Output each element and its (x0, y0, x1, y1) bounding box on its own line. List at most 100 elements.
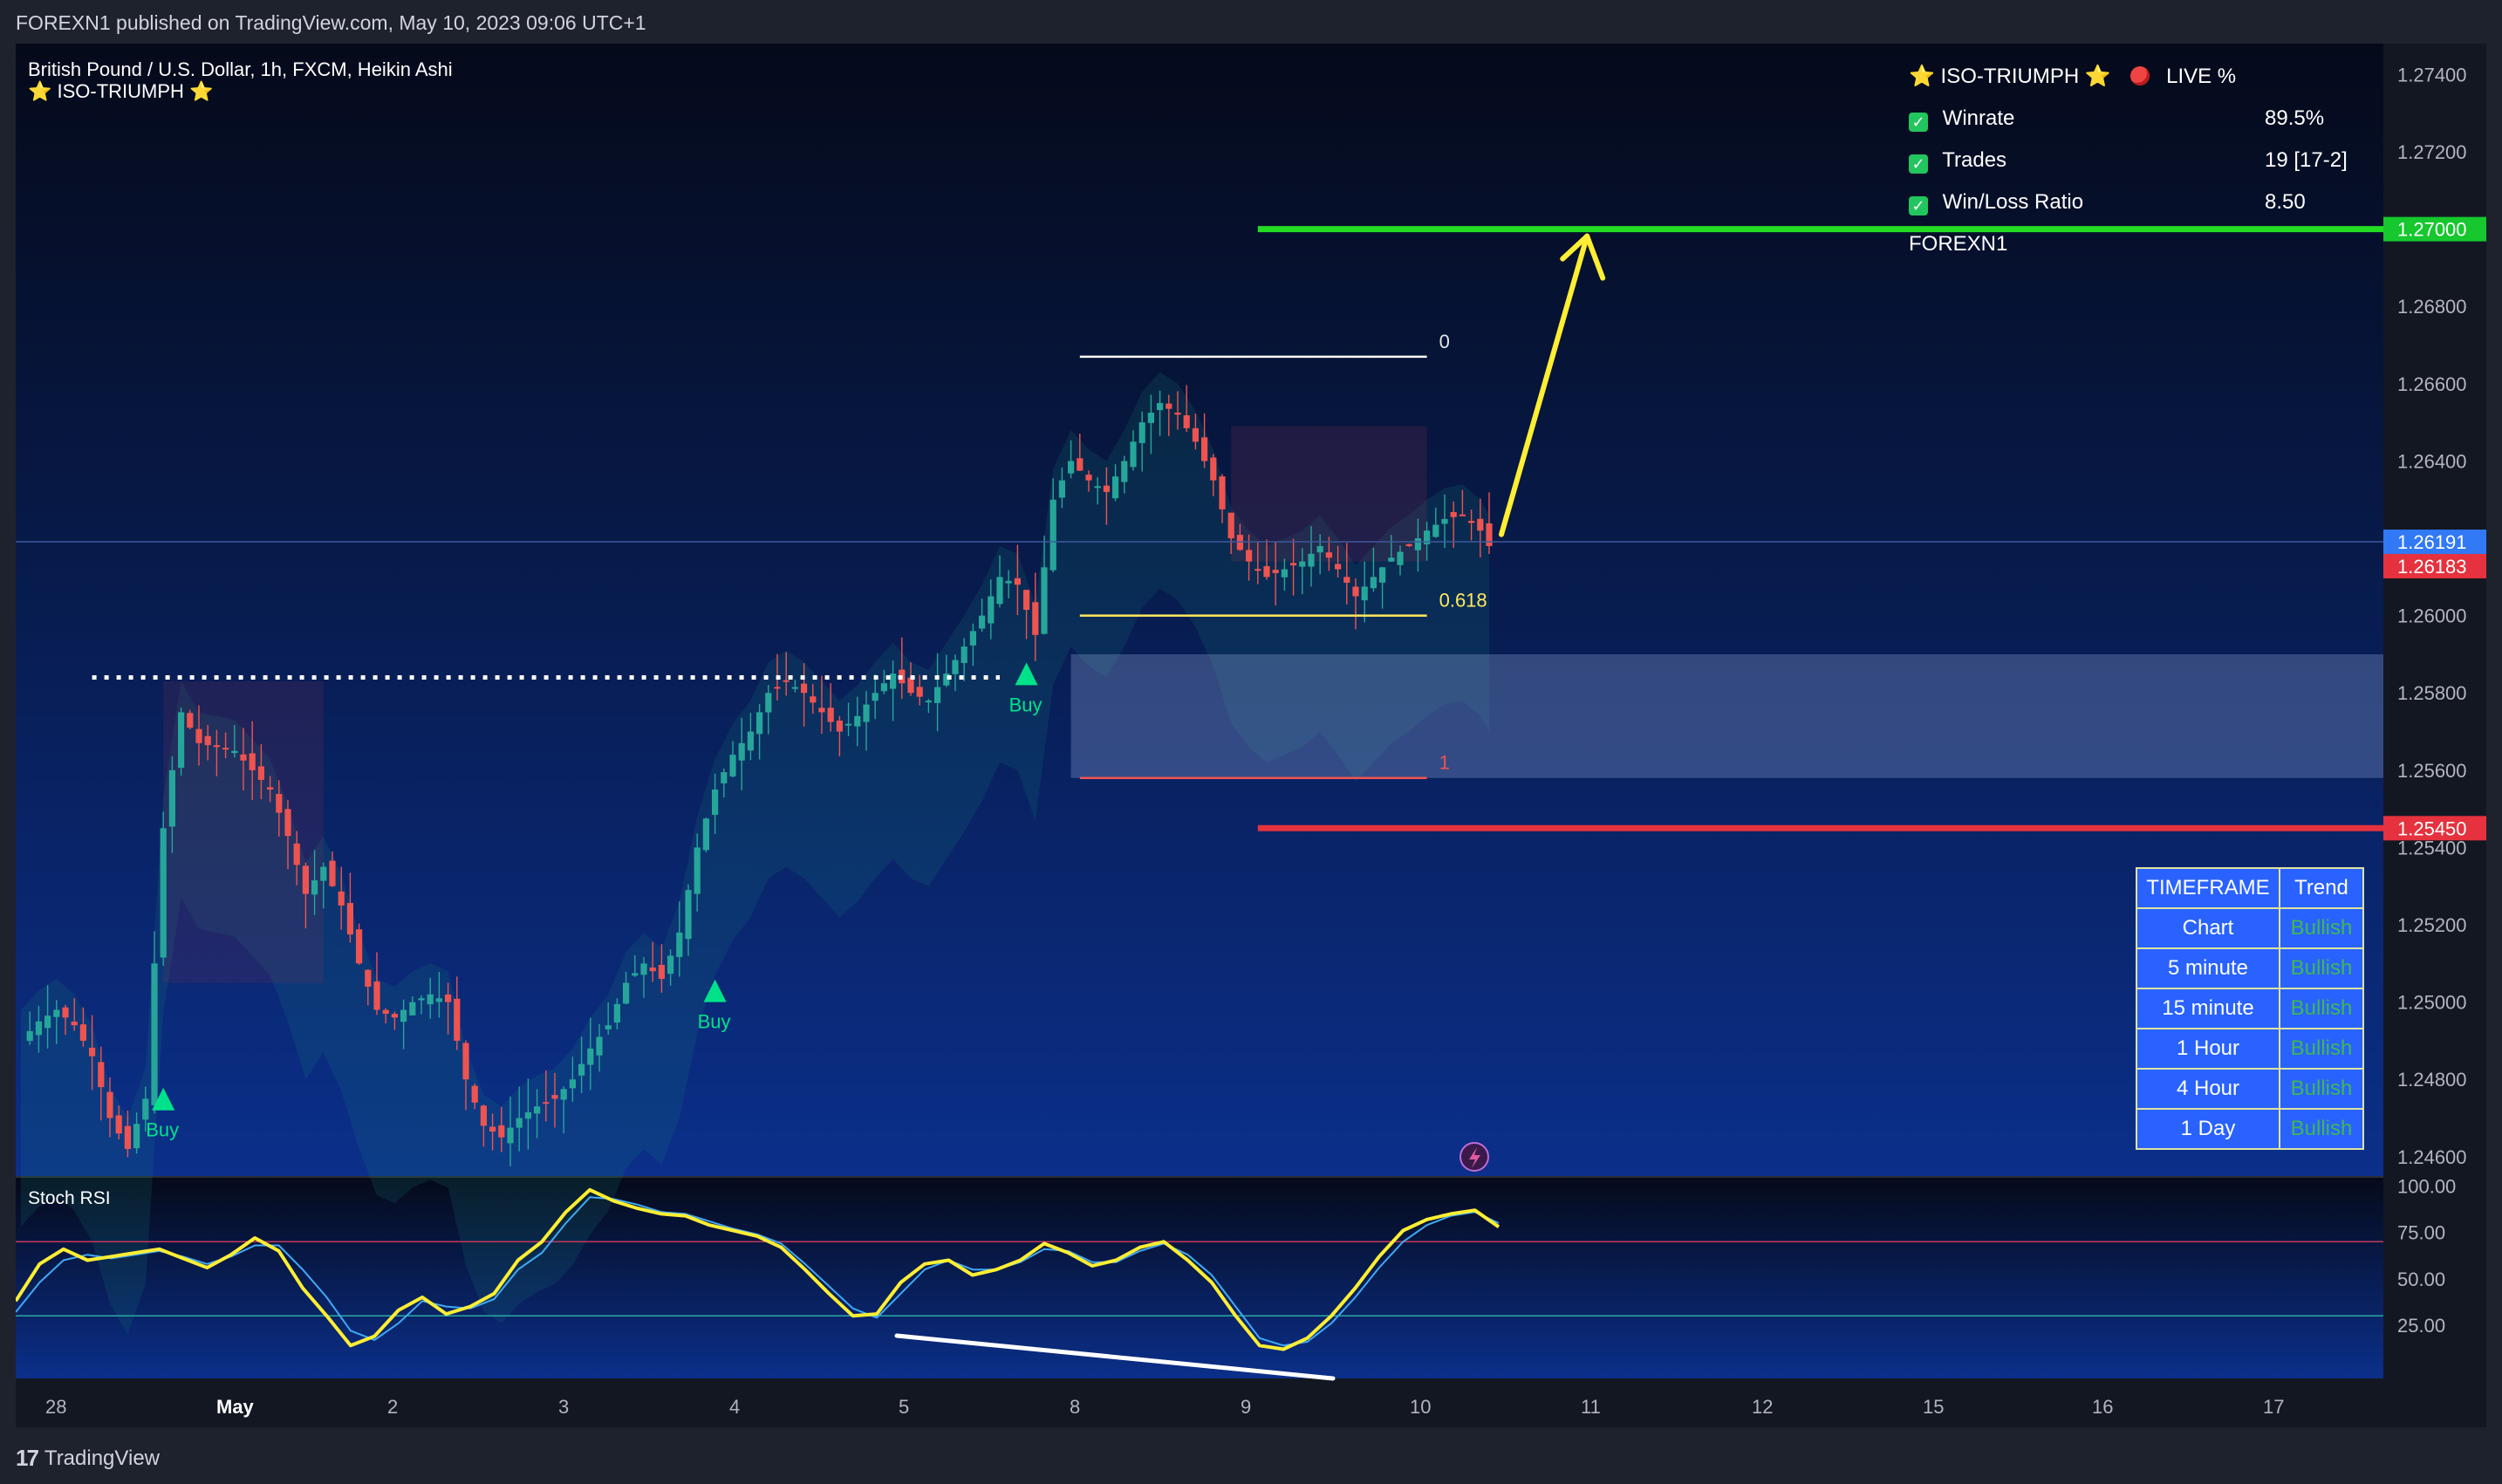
candle-body (943, 674, 950, 686)
candle-body (187, 713, 194, 728)
candle-body (1068, 461, 1075, 474)
candle-body (596, 1036, 603, 1056)
current-price-tag: 1.26191 (2397, 531, 2467, 553)
candle-body (756, 712, 763, 735)
candle-body (1272, 570, 1279, 573)
candle-body (1414, 538, 1421, 551)
fib-1-label: 1 (1439, 752, 1450, 774)
candle-body (587, 1048, 594, 1065)
time-tick-label: May (216, 1396, 255, 1418)
candle-body (382, 1009, 389, 1014)
support-zone (1070, 653, 2383, 778)
candle-body (507, 1127, 514, 1144)
buy-signal-label: Buy (146, 1119, 179, 1141)
stoch-tick-label: 50.00 (2397, 1269, 2445, 1290)
time-tick-label: 3 (558, 1396, 569, 1418)
time-tick-label: 2 (387, 1396, 398, 1418)
stop-price-tag: 1.25450 (2397, 817, 2467, 839)
candle-body (257, 766, 264, 780)
candle-body (729, 755, 736, 776)
candle-body (712, 789, 719, 815)
timeframe-cell: Chart (2136, 907, 2280, 949)
candle-body (605, 1025, 612, 1029)
candle-body (1290, 563, 1297, 566)
time-tick-label: 15 (1923, 1396, 1944, 1418)
candle-body (1121, 461, 1128, 482)
candle-body (454, 998, 461, 1041)
timeframe-cell: 4 Hour (2136, 1068, 2280, 1110)
candle-body (916, 687, 923, 697)
stats-row: ✓ Win/Loss Ratio 8.50 (1909, 188, 2380, 230)
fib-0-label: 0 (1439, 331, 1450, 352)
price-tick-label: 1.25000 (2397, 992, 2467, 1014)
candle-body (329, 860, 336, 886)
trend-cell: Bullish (2279, 1108, 2364, 1150)
price-tick-label: 1.27400 (2397, 64, 2467, 85)
stats-row: ✓ Trades 19 [17-2] (1909, 147, 2380, 188)
candle-body (151, 963, 158, 1105)
timeframe-row: 1 Day Bullish (2136, 1108, 2364, 1150)
candle-body (302, 865, 309, 894)
candle-body (276, 794, 283, 813)
candle-body (133, 1124, 140, 1149)
price-tick-label: 1.26800 (2397, 296, 2467, 318)
candle-body (445, 994, 452, 1002)
candle-body (854, 715, 861, 727)
candle-body (1370, 577, 1377, 589)
candle-body (1032, 602, 1039, 635)
candle-body (890, 674, 897, 689)
candle-body (694, 847, 701, 894)
timeframe-row: 5 minute Bullish (2136, 947, 2364, 989)
candle-body (1005, 580, 1012, 584)
candle-body (738, 742, 745, 761)
time-tick-label: 10 (1410, 1396, 1431, 1418)
timeframe-row: 4 Hour Bullish (2136, 1068, 2364, 1110)
stats-value: 8.50 (2265, 190, 2306, 214)
tradingview-brand[interactable]: 17 TradingView (16, 1445, 160, 1472)
trend-cell: Bullish (2279, 1068, 2364, 1110)
candle-layer (26, 385, 1493, 1166)
stoch-tick-label: 75.00 (2397, 1222, 2445, 1244)
candle-body (1405, 544, 1412, 546)
target-price-tag: 1.27000 (2397, 219, 2467, 241)
time-tick-label: 5 (899, 1396, 909, 1418)
stats-row: ✓ Winrate 89.5% (1909, 105, 2380, 147)
candle-body (1077, 458, 1084, 471)
ribbon-layer (21, 372, 2383, 1335)
time-tick-label: 4 (729, 1396, 740, 1418)
main-pane-bg (16, 44, 2383, 1176)
candle-body (1263, 565, 1270, 578)
price-tick-label: 1.24800 (2397, 1069, 2467, 1091)
candle-body (311, 880, 318, 895)
candle-body (1379, 567, 1386, 583)
current-price-tag-bg (2383, 530, 2486, 555)
candle-body (569, 1079, 576, 1089)
candle-body (1014, 578, 1021, 585)
candle-body (632, 973, 639, 976)
trend-cell: Bullish (2279, 988, 2364, 1029)
candle-body (1085, 475, 1092, 481)
candle-body (249, 753, 256, 770)
price-tick-label: 1.27200 (2397, 141, 2467, 163)
candle-body (1486, 523, 1493, 546)
projection-arrowhead (1560, 233, 1606, 281)
timeframe-header-row: TIMEFRAME Trend (2136, 867, 2364, 909)
candle-body (1325, 552, 1332, 558)
check-icon: ✓ (1909, 196, 1928, 215)
candle-body (516, 1118, 523, 1128)
brand-name: TradingView (44, 1446, 160, 1470)
candle-body (26, 1030, 33, 1042)
time-tick-label: 11 (1581, 1396, 1601, 1418)
candle-body (969, 631, 976, 646)
live-dot-icon (2130, 66, 2150, 85)
chart-area[interactable]: 0 0.618 1 Buy Buy Buy 1.27400 1.27200 1.26800 1.… (14, 44, 2486, 1427)
candle-body (1343, 577, 1350, 583)
candle-body (1049, 499, 1056, 571)
stoch-title: Stoch RSI (28, 1188, 111, 1208)
candle-body (44, 1016, 51, 1029)
trend-cell: Bullish (2279, 1028, 2364, 1070)
buy-signal-icon (703, 979, 727, 1002)
candle-body (747, 731, 754, 751)
candle-body (231, 750, 238, 754)
